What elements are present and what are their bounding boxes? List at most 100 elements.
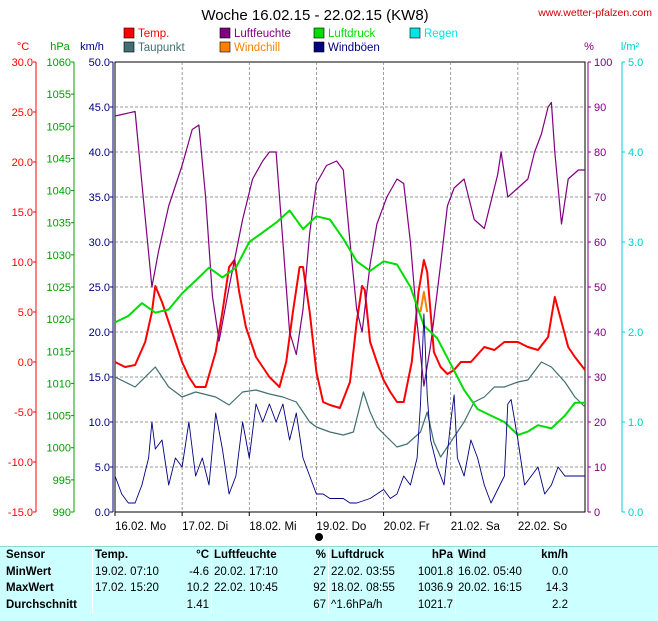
series-line-windb-en [114,313,585,504]
wind-tick-label: 45.0 [89,102,110,114]
temp-time [92,596,171,613]
humidity-time: 22.02. 10:45 [211,580,306,597]
now-marker [315,533,323,541]
wind-tick-label: 30.0 [89,237,110,249]
row-label: MaxWert [6,582,54,595]
stats-header-row: Sensor Temp. °C Luftfeuchte % Luftdruck … [0,547,570,564]
humidity-tick-label: 100 [594,57,612,69]
humidity-tick-label: 90 [594,102,606,114]
wind-axis-unit: km/h [80,41,104,53]
temp-tick-label: 25.0 [12,107,33,119]
wind-tick-label: 50.0 [89,57,110,69]
humidity-tick-label: 30 [594,372,606,384]
rain-tick-label: 5.0 [628,57,643,69]
pressure-tick-label: 1055 [47,89,71,101]
wind-tick-label: 10.0 [89,417,110,429]
humidity-value: 67 [313,598,326,611]
site-link[interactable]: www.wetter-pfalzen.com [537,7,652,19]
legend-swatch [219,41,231,53]
temp-value: -4.6 [189,565,209,578]
pressure-tick-label: 1000 [47,443,71,455]
humidity-tick-label: 50 [594,282,606,294]
legend-label: Luftfeuchte [234,28,291,40]
pressure-tick-label: 1025 [47,282,71,294]
rain-tick-label: 3.0 [628,237,643,249]
temp-tick-label: -10.0 [8,457,33,469]
chart-legend: Temp. Luftfeuchte Luftdruck Regen Taupunkt Wi… [123,27,458,54]
wind-tick-label: 35.0 [89,192,110,204]
pressure-tick-label: 1040 [47,186,71,198]
wind-time [455,596,536,613]
plot-grid [115,62,585,512]
humidity-tick-label: 0 [594,507,600,519]
humidity-time [211,596,306,613]
row-label: Durchschnitt [6,598,77,611]
temp-axis-unit: °C [17,41,29,53]
x-tick-label: 16.02. Mo [115,521,166,533]
header-wind: Wind [455,547,536,564]
pressure-tick-label: 1015 [47,346,71,358]
legend-swatch [123,27,135,39]
series-line-luftfeuchte [114,101,585,387]
wind-tick-label: 5.0 [95,462,110,474]
pressure-tick-label: 1010 [47,378,71,390]
pressure-axis-unit: hPa [50,41,70,53]
wind-tick-label: 20.0 [89,327,110,339]
legend-swatch [409,27,421,39]
humidity-value: 27 [313,565,326,578]
humidity-tick-label: 10 [594,462,606,474]
humidity-time: 20.02. 17:10 [211,563,306,580]
wind-time: 20.02. 16:15 [455,580,536,597]
legend-swatch [313,41,325,53]
pressure-value: 1001.8 [417,565,453,578]
pressure-time: 22.02. 03:55 [328,563,413,580]
series-line-windchill [419,291,429,313]
legend-swatch [123,41,135,53]
wind-time: 16.02. 05:40 [455,563,536,580]
legend-swatch [313,27,325,39]
rain-tick-label: 0.0 [628,507,643,519]
temp-tick-label: 20.0 [12,157,33,169]
stats-panel: Sensor Temp. °C Luftfeuchte % Luftdruck … [0,546,658,621]
header-humidity-unit: % [315,549,326,562]
stats-table: Sensor Temp. °C Luftfeuchte % Luftdruck … [0,547,570,613]
wind-tick-label: 25.0 [89,282,110,294]
temp-tick-label: 5.0 [18,307,33,319]
rain-tick-label: 4.0 [628,147,643,159]
wind-tick-label: 15.0 [89,372,110,384]
humidity-tick-label: 60 [594,237,606,249]
humidity-value: 92 [313,582,326,595]
humidity-tick-label: 70 [594,192,606,204]
temp-value: 1.41 [186,598,209,611]
x-tick-label: 17.02. Di [182,521,228,533]
x-tick-label: 20.02. Fr [384,521,430,533]
chart-title: Woche 16.02.15 - 22.02.15 (KW8) [201,7,428,24]
pressure-trend: ^1.6hPa/h [328,596,413,613]
header-temp-unit: °C [196,549,209,562]
temp-time: 17.02. 15:20 [92,580,171,597]
temp-tick-label: -15.0 [8,507,33,519]
x-tick-label: 22.02. So [518,521,567,533]
legend-label: Windchill [234,42,280,54]
humidity-tick-label: 40 [594,327,606,339]
stats-row-min: MinWert 19.02. 07:10 -4.6 20.02. 17:10 2… [0,563,570,580]
legend-label: Taupunkt [138,42,185,54]
rain-axis-unit: l/m² [621,41,640,53]
pressure-tick-label: 1045 [47,153,71,165]
row-label: MinWert [6,565,52,578]
pressure-time: 18.02. 08:55 [328,580,413,597]
series-line-luftdruck [114,209,585,436]
pressure-value: 1021.7 [417,598,453,611]
pressure-tick-label: 1020 [47,314,71,326]
temp-tick-label: 10.0 [12,257,33,269]
header-pressure: Luftdruck [328,547,413,564]
pressure-tick-label: 990 [53,507,71,519]
legend-swatch [219,27,231,39]
header-temp: Temp. [92,547,171,564]
pressure-tick-label: 1050 [47,121,71,133]
wind-value: 2.2 [552,598,568,611]
series-line-temp [114,259,586,409]
wind-tick-label: 40.0 [89,147,110,159]
rain-tick-label: 2.0 [628,327,643,339]
pressure-tick-label: 1005 [47,411,71,423]
